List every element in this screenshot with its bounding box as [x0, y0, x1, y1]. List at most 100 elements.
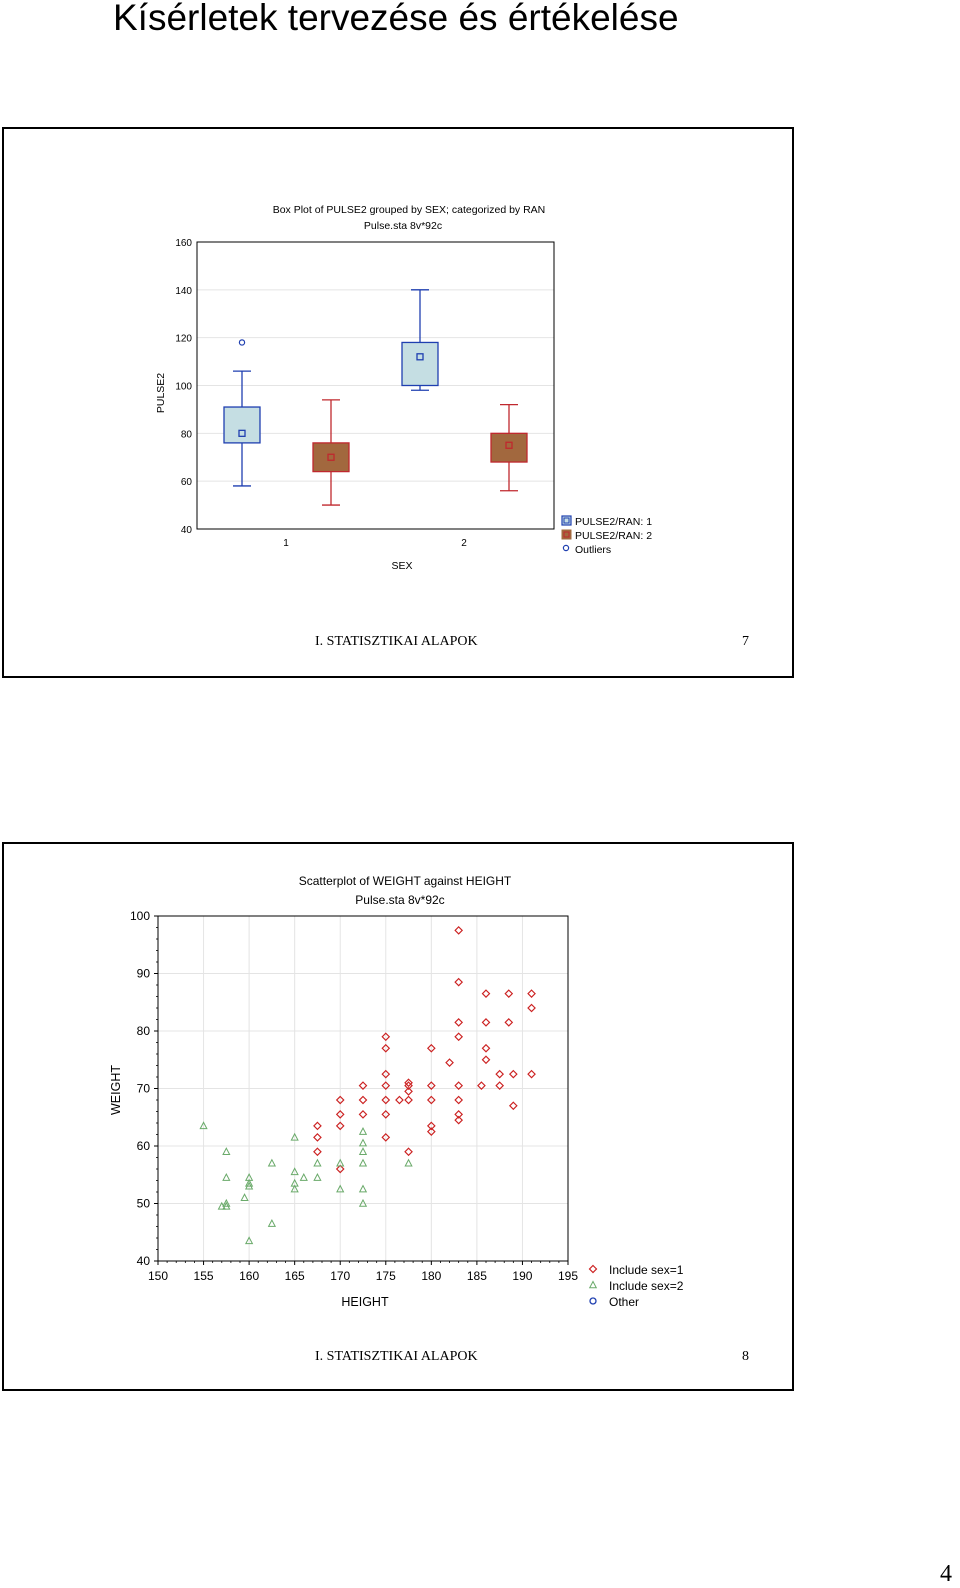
legend-label: PULSE2/RAN: 2	[575, 530, 652, 542]
legend-label: Include sex=1	[609, 1263, 684, 1277]
y-tick-label: 80	[137, 1024, 151, 1038]
data-point-sex1	[495, 1069, 505, 1079]
x-tick-label: 150	[148, 1269, 168, 1283]
data-point-sex1	[358, 1110, 368, 1119]
box	[490, 432, 528, 463]
scatter-plot-chart: Scatterplot of WEIGHT against HEIGHT Puls…	[109, 874, 684, 1309]
slide-footer-number: 8	[742, 1349, 749, 1364]
legend-label: Outliers	[575, 544, 611, 556]
data-point-sex1	[404, 1087, 413, 1096]
box	[312, 442, 350, 473]
legend-swatch-ran2	[561, 529, 572, 540]
x-tick-label: 175	[376, 1269, 396, 1283]
chart-subtitle: Pulse.sta 8v*92c	[364, 220, 442, 232]
data-point-sex1	[454, 1110, 464, 1119]
y-tick-label: 40	[181, 525, 193, 536]
document-title: Kísérletek tervezése és értékelése	[113, 0, 679, 38]
data-point-sex2	[244, 1178, 254, 1187]
x-tick-label: 180	[421, 1269, 441, 1283]
data-point-sex1	[381, 1081, 391, 1090]
data-point-sex1	[313, 1133, 322, 1142]
slide-box-plot: Box Plot of PULSE2 grouped by SEX; categ…	[2, 127, 794, 678]
data-point-sex1	[335, 1164, 345, 1174]
data-point-sex1	[426, 1127, 436, 1136]
legend-label: Other	[609, 1295, 639, 1309]
data-point-sex1	[481, 1043, 491, 1053]
y-tick-label: 100	[175, 382, 192, 393]
data-point-sex1	[527, 989, 536, 998]
data-point-sex2	[222, 1147, 231, 1156]
data-point-sex2	[290, 1184, 299, 1193]
data-point-sex1	[454, 1032, 464, 1042]
data-point-sex1	[381, 1110, 391, 1119]
data-point-sex2	[358, 1138, 368, 1147]
data-point-sex1	[481, 989, 491, 998]
data-point-sex1	[335, 1121, 345, 1131]
data-point-sex1	[454, 1018, 464, 1027]
x-tick-label: 190	[512, 1269, 532, 1283]
data-point-sex1	[454, 926, 464, 935]
y-tick-label: 120	[175, 334, 192, 345]
data-point-sex2	[358, 1127, 368, 1135]
data-point-sex2	[217, 1201, 226, 1210]
x-tick-label: 185	[467, 1269, 487, 1283]
data-point-sex1	[335, 1110, 345, 1119]
x-tick-label: 160	[239, 1269, 259, 1283]
data-point-sex1	[454, 1115, 464, 1125]
data-point-sex1	[395, 1095, 404, 1105]
chart-title: Box Plot of PULSE2 grouped by SEX; categ…	[273, 204, 546, 216]
data-point-sex1	[335, 1095, 345, 1105]
legend-marker-sex2	[588, 1280, 598, 1289]
data-point-sex1	[381, 1032, 391, 1042]
data-point-sex1	[381, 1133, 391, 1142]
data-point-sex1	[404, 1078, 413, 1088]
data-point-sex2	[267, 1158, 277, 1167]
data-point-sex1	[481, 1055, 491, 1065]
legend-swatch-ran1-marker	[563, 517, 570, 524]
data-point-sex2	[404, 1158, 413, 1167]
y-tick-label: 60	[137, 1139, 151, 1153]
data-point-sex1	[454, 1095, 464, 1105]
x-tick-label: 195	[558, 1269, 578, 1283]
y-axis-label: WEIGHT	[109, 1065, 123, 1115]
data-point-sex2	[199, 1121, 208, 1130]
median-marker	[327, 453, 335, 461]
data-point-sex1	[426, 1121, 436, 1131]
data-point-sex2	[290, 1167, 299, 1176]
data-point-sex1	[504, 1018, 514, 1027]
x-axis-label: HEIGHT	[341, 1295, 389, 1309]
data-point-sex2	[244, 1181, 254, 1190]
x-tick-label: 155	[194, 1269, 214, 1283]
data-point-sex1	[381, 1095, 391, 1105]
data-point-sex1	[404, 1081, 413, 1090]
y-tick-label: 100	[130, 909, 150, 923]
y-tick-label: 140	[175, 286, 192, 297]
data-point-sex1	[426, 1081, 436, 1090]
y-axis-label: PULSE2	[155, 373, 167, 413]
data-point-sex1	[481, 1018, 491, 1027]
x-axis-label: SEX	[391, 560, 412, 572]
data-point-sex2	[244, 1236, 254, 1245]
box	[223, 406, 261, 444]
slide-footer-left: I. STATISZTIKAI ALAPOK	[315, 1349, 478, 1364]
data-point-sex1	[358, 1081, 368, 1090]
plot-frame	[157, 915, 569, 1262]
box-plot-chart: Box Plot of PULSE2 grouped by SEX; categ…	[155, 204, 652, 572]
data-point-sex1	[381, 1069, 391, 1079]
y-tick-label: 40	[137, 1254, 151, 1268]
legend-label: Include sex=2	[609, 1279, 684, 1293]
data-point-sex1	[313, 1147, 322, 1157]
data-point-sex2	[222, 1198, 231, 1207]
data-point-sex1	[381, 1043, 391, 1053]
median-marker	[416, 353, 424, 361]
box	[401, 341, 439, 387]
data-point-sex1	[477, 1081, 486, 1090]
x-tick-label: 165	[285, 1269, 305, 1283]
legend-marker-sex1	[588, 1264, 598, 1274]
data-point-sex2	[358, 1198, 368, 1207]
y-tick-label: 90	[137, 967, 151, 981]
x-tick-label: 170	[330, 1269, 350, 1283]
legend-swatch-outliers	[562, 544, 570, 552]
chart-subtitle: Pulse.sta 8v*92c	[355, 893, 444, 907]
data-point-sex2	[358, 1184, 368, 1193]
